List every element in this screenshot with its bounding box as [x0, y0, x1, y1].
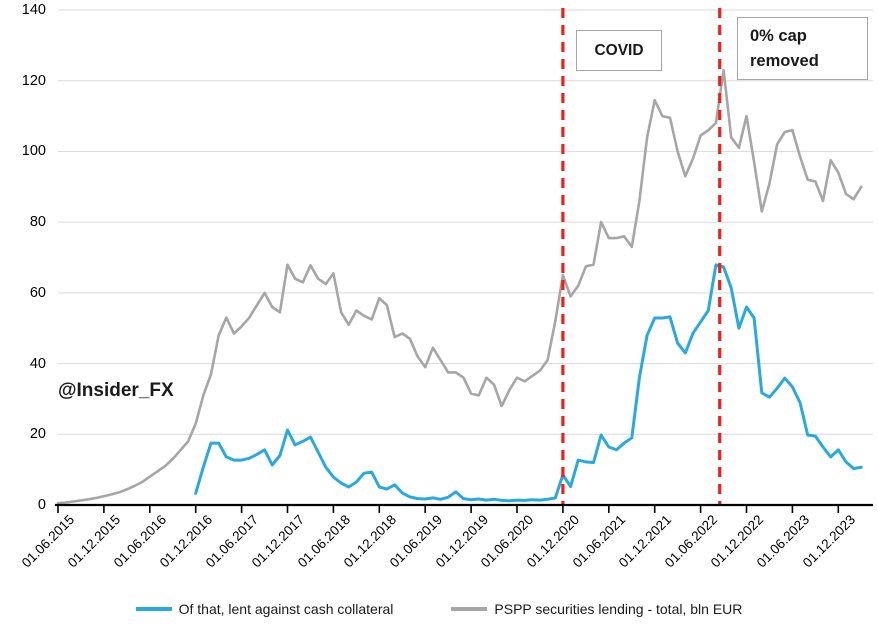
y-tick-label: 0: [37, 497, 46, 513]
y-tick-label: 60: [29, 284, 46, 301]
y-tick-label: 20: [29, 426, 46, 443]
legend-item-total: PSPP securities lending - total, bln EUR: [451, 601, 742, 617]
watermark: @Insider_FX: [58, 380, 174, 401]
y-tick-label: 80: [29, 214, 46, 231]
legend-label-total: PSPP securities lending - total, bln EUR: [494, 601, 743, 617]
y-tick-label: 100: [21, 143, 46, 160]
legend-label-cash: Of that, lent against cash collateral: [178, 601, 394, 617]
legend-swatch-total: [451, 607, 488, 611]
legend-item-cash: Of that, lent against cash collateral: [135, 601, 394, 617]
y-tick-label: 120: [21, 72, 46, 89]
covid-annotation-box: COVID: [576, 30, 662, 71]
y-tick-label: 40: [29, 355, 46, 372]
legend-swatch-cash: [135, 607, 172, 611]
cap-removed-annotation-label: 0% cap removed: [750, 27, 819, 70]
cap-removed-annotation-box: 0% cap removed: [737, 17, 868, 80]
y-tick-label: 140: [21, 2, 46, 18]
series-line-pspp-total: [56, 68, 863, 505]
series-line-cash-collateral: [194, 263, 863, 503]
covid-annotation-label: COVID: [594, 41, 644, 59]
legend: Of that, lent against cash collateral PS…: [0, 601, 878, 617]
